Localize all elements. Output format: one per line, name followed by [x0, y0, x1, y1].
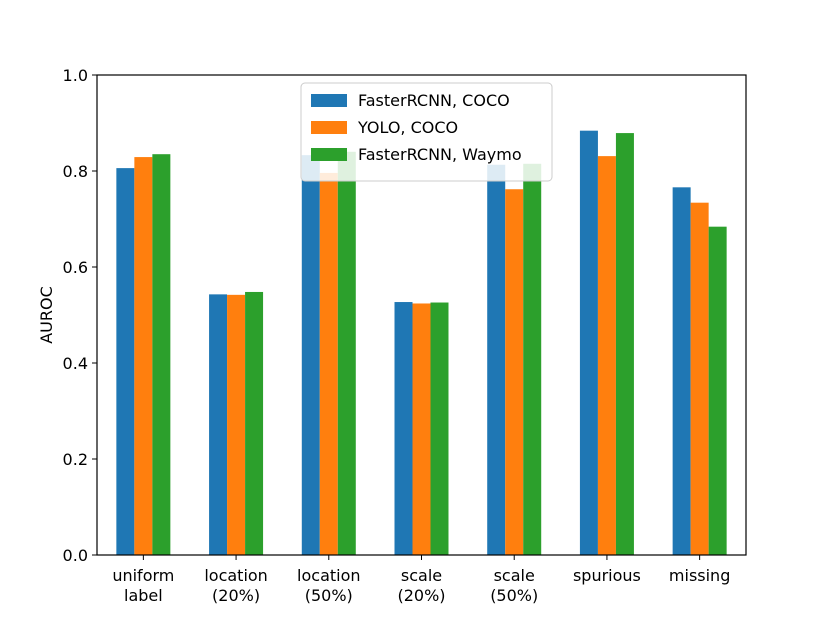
legend-label-2: FasterRCNN, Waymo: [358, 145, 522, 164]
bar-2-6: [708, 226, 727, 555]
bar-1-5: [597, 156, 616, 555]
y-tick-label: 0.8: [63, 162, 88, 181]
legend-swatch-1: [311, 121, 347, 134]
bar-1-4: [505, 189, 524, 556]
bar-2-5: [615, 133, 634, 555]
bar-2-3: [430, 302, 449, 555]
legend-swatch-2: [311, 148, 347, 161]
bar-2-1: [245, 291, 264, 555]
bar-1-1: [227, 294, 246, 555]
x-tick-label: spurious: [573, 566, 641, 585]
x-tick-label: (20%): [212, 586, 260, 605]
bar-2-2: [337, 151, 356, 556]
x-tick-label: (20%): [397, 586, 445, 605]
bar-0-6: [672, 187, 691, 555]
bar-1-6: [690, 202, 709, 555]
y-tick-label: 0.4: [63, 354, 88, 373]
x-tick-label: label: [124, 586, 163, 605]
bar-0-4: [487, 164, 506, 555]
bar-2-0: [152, 154, 171, 555]
legend: FasterRCNN, COCO YOLO, COCO FasterRCNN, Wa…: [300, 82, 553, 182]
bar-0-0: [116, 168, 135, 555]
bar-0-1: [209, 294, 228, 555]
bar-0-2: [301, 155, 320, 555]
y-tick-label: 0.2: [63, 450, 88, 469]
x-tick-label: (50%): [305, 586, 353, 605]
bar-1-0: [134, 157, 153, 555]
x-tick-label: (50%): [490, 586, 538, 605]
bar-2-4: [523, 163, 542, 556]
y-tick-label: 0.0: [63, 546, 88, 565]
legend-label-1: YOLO, COCO: [357, 118, 458, 137]
x-tick-label: uniform: [112, 566, 174, 585]
bar-0-5: [579, 130, 598, 555]
legend-frame: [300, 82, 553, 182]
y-tick-label: 0.6: [63, 258, 88, 277]
y-tick-label: 1.0: [63, 66, 88, 85]
legend-label-0: FasterRCNN, COCO: [358, 91, 510, 110]
x-tick-label: missing: [669, 566, 730, 585]
bar-1-3: [412, 303, 431, 555]
legend-swatch-0: [311, 94, 347, 107]
bar-1-2: [319, 172, 338, 556]
bars-group: [116, 130, 727, 556]
x-tick-label: scale: [401, 566, 442, 585]
x-tick-label: location: [204, 566, 267, 585]
x-tick-label: scale: [494, 566, 535, 585]
bar-0-3: [394, 302, 413, 555]
y-axis-title: AUROC: [37, 286, 56, 344]
x-tick-label: location: [297, 566, 360, 585]
